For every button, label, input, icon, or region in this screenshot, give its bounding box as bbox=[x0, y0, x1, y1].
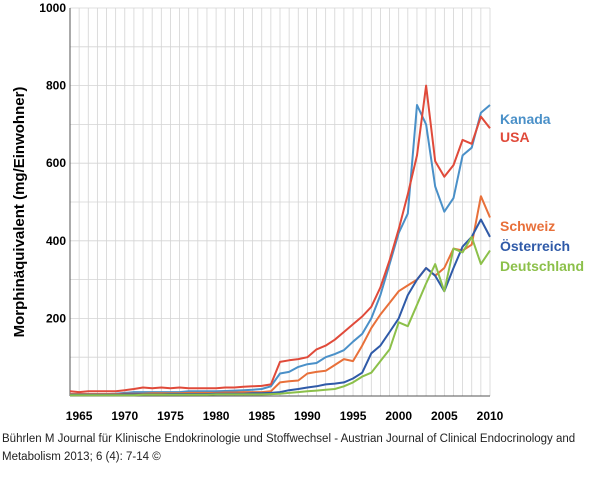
x-tick-label: 1980 bbox=[203, 409, 230, 423]
y-tick-label: 600 bbox=[46, 156, 66, 170]
axes: 200 400 600 800 1000 1965 1970 1975 1980 1985 1990… bbox=[39, 1, 503, 423]
series-lines bbox=[69, 84, 491, 397]
x-tick-label: 1995 bbox=[340, 409, 367, 423]
x-tick-label: 1975 bbox=[157, 409, 184, 423]
series-line-kanada bbox=[70, 104, 491, 396]
x-tick-label: 2010 bbox=[477, 409, 504, 423]
series-labels: Kanada USA Schweiz Österreich Deutschland bbox=[500, 111, 584, 274]
series-line-deutschland bbox=[70, 235, 491, 397]
y-tick-label: 1000 bbox=[39, 1, 66, 15]
grid bbox=[69, 7, 491, 396]
y-axis-label: Morphinäquivalent (mg/Einwohner) bbox=[11, 87, 28, 338]
series-label-deutschland: Deutschland bbox=[500, 258, 584, 274]
y-tick-label: 200 bbox=[46, 311, 66, 325]
series-line-usa bbox=[69, 84, 491, 394]
series-label-schweiz: Schweiz bbox=[500, 218, 555, 234]
series-label-kanada: Kanada bbox=[500, 111, 551, 127]
x-tick-label: 1985 bbox=[248, 409, 275, 423]
x-tick-label: 1990 bbox=[294, 409, 321, 423]
y-tick-label: 800 bbox=[46, 79, 66, 93]
x-tick-label: 1970 bbox=[111, 409, 138, 423]
series-label-usa: USA bbox=[500, 129, 530, 145]
x-tick-label: 2000 bbox=[385, 409, 412, 423]
source-caption: Bührlen M Journal für Klinische Endokrin… bbox=[2, 433, 576, 463]
y-tick-label: 400 bbox=[46, 234, 66, 248]
series-label-österreich: Österreich bbox=[500, 238, 570, 254]
x-tick-label: 1965 bbox=[66, 409, 93, 423]
x-tick-label: 2005 bbox=[431, 409, 458, 423]
line-chart: 200 400 600 800 1000 1965 1970 1975 1980 1985 1990… bbox=[11, 1, 584, 423]
